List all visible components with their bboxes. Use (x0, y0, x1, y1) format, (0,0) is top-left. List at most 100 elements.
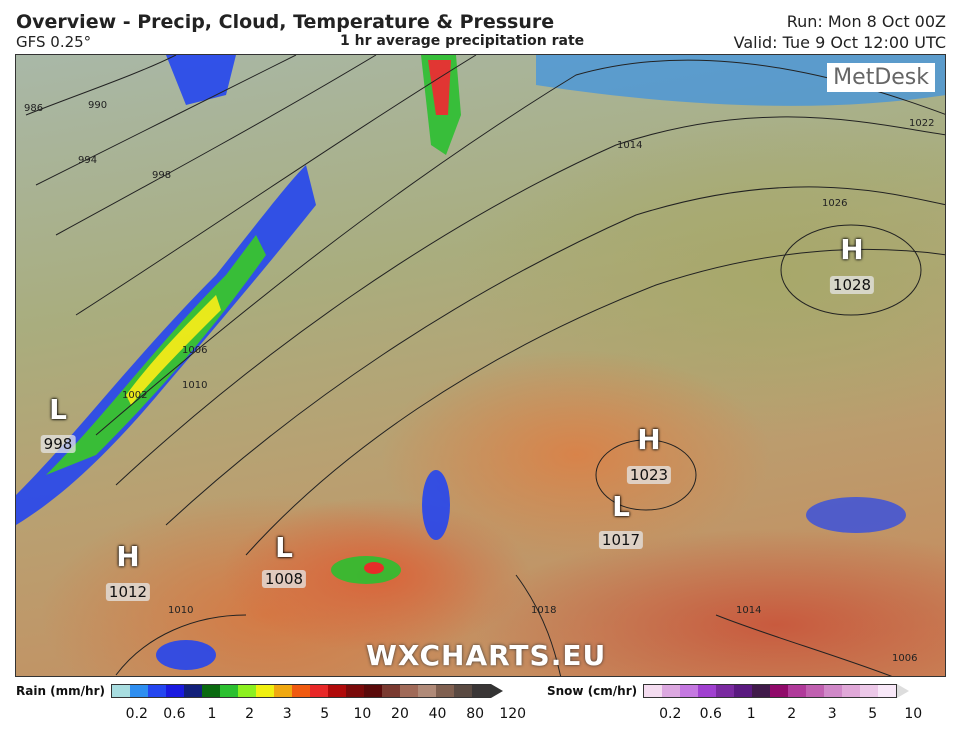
isobars (25, 55, 945, 676)
colorbar-swatch (788, 685, 807, 697)
rain-legend-title: Rain (mm/hr) (16, 684, 105, 698)
colorbar-swatch (382, 685, 400, 697)
snow-legend: Snow (cm/hr) (547, 684, 910, 698)
pressure-center-value: 1028 (829, 276, 875, 294)
snow-ticks: 0.2 0.6 1 2 3 5 10 (650, 706, 934, 722)
colorbar-tick-label: 5 (320, 706, 330, 722)
metdesk-logo: MetDesk (827, 63, 935, 92)
wxcharts-watermark: WXCHARTS.EU (366, 639, 607, 672)
colorbar-tick-label: 2 (787, 706, 797, 722)
colorbar-swatch (112, 685, 130, 697)
colorbar-swatch (418, 685, 436, 697)
snow-colorbar (643, 684, 898, 698)
colorbar-tick-label: 0.6 (699, 706, 722, 722)
isobar-label: 1014 (736, 605, 762, 616)
pressure-center-label: L (49, 393, 67, 426)
pressure-center-value: 998 (40, 435, 76, 453)
colorbar-swatch (274, 685, 292, 697)
isobar-label: 990 (88, 100, 108, 111)
rain-legend: Rain (mm/hr) (16, 684, 503, 698)
colorbar-swatch (400, 685, 418, 697)
pressure-center-value: 1008 (261, 570, 307, 588)
colorbar-tick-label: 0.2 (659, 706, 682, 722)
isobar-label: 1002 (122, 390, 148, 401)
isobar-label: 998 (152, 170, 172, 181)
colorbar-swatch (256, 685, 274, 697)
colorbar-tick-label: 40 (428, 706, 447, 722)
colorbar-swatch (752, 685, 771, 697)
pressure-center-label: H (840, 233, 864, 266)
isobar-label: 1010 (182, 380, 208, 391)
colorbar-tick-label: 80 (466, 706, 485, 722)
colorbar-tick-label: 120 (499, 706, 527, 722)
precip-areas (16, 55, 945, 670)
colorbar-swatch (878, 685, 897, 697)
colorbar-tick-label: 5 (868, 706, 878, 722)
colorbar-swatch (220, 685, 238, 697)
colorbar-tick-label: 20 (391, 706, 409, 722)
rain-colorbar (111, 684, 491, 698)
colorbar-swatch (770, 685, 789, 697)
colorbar-swatch (202, 685, 220, 697)
colorbar-swatch (166, 685, 184, 697)
colorbar-swatch (842, 685, 861, 697)
isobar-label: 1006 (182, 345, 208, 356)
pressure-center-label: H (637, 423, 661, 456)
weather-map: MetDesk WXCHARTS.EU H 1028 L 998 H 1023 … (15, 54, 946, 677)
colorbar-swatch (310, 685, 328, 697)
colorbar-swatch (130, 685, 148, 697)
colorbar-swatch (346, 685, 364, 697)
colorbar-swatch (662, 685, 681, 697)
pressure-center-value: 1017 (598, 531, 644, 549)
isobar-label: 1006 (892, 653, 918, 664)
colorbar-swatch (824, 685, 843, 697)
isobar-label: 1026 (822, 198, 848, 209)
colorbar-swatch (364, 685, 382, 697)
isobar-label: 986 (24, 103, 44, 114)
chart-title: Overview - Precip, Cloud, Temperature & … (16, 11, 555, 33)
snow-legend-title: Snow (cm/hr) (547, 684, 638, 698)
isobar-label: 1022 (909, 118, 935, 129)
colorbar-tick-label: 0.2 (125, 706, 148, 722)
colorbar-tick-label: 10 (353, 706, 372, 722)
pressure-center-label: L (275, 531, 293, 564)
model-label: GFS 0.25° (16, 33, 92, 51)
isobar-label: 994 (78, 155, 98, 166)
colorbar-swatch (292, 685, 310, 697)
colorbar-tick-label: 2 (245, 706, 255, 722)
subtitle: 1 hr average precipitation rate (340, 33, 585, 49)
snow-colorbar-arrow (897, 684, 910, 698)
colorbar-tick-label: 1 (207, 706, 217, 722)
rain-ticks: 0.2 0.6 1 2 3 5 10 20 40 80 120 (118, 706, 532, 722)
pressure-center-value: 1012 (105, 583, 151, 601)
pressure-center-value: 1023 (626, 466, 672, 484)
colorbar-tick-label: 3 (282, 706, 292, 722)
map-overlay (16, 55, 945, 676)
colorbar-tick-label: 10 (904, 706, 923, 722)
colorbar-swatch (716, 685, 735, 697)
pressure-center-label: H (116, 540, 140, 573)
colorbar-swatch (436, 685, 454, 697)
colorbar-swatch (148, 685, 166, 697)
colorbar-tick-label: 0.6 (163, 706, 186, 722)
isobar-label: 1014 (617, 140, 643, 151)
colorbar-swatch (680, 685, 699, 697)
pressure-center-label: L (612, 490, 630, 523)
colorbar-swatch (734, 685, 753, 697)
colorbar-swatch (644, 685, 663, 697)
colorbar-swatch (860, 685, 879, 697)
run-label: Run: Mon 8 Oct 00Z (786, 12, 946, 31)
colorbar-swatch (454, 685, 472, 697)
colorbar-swatch (238, 685, 256, 697)
isobar-label: 1018 (531, 605, 557, 616)
colorbar-swatch (806, 685, 825, 697)
colorbar-swatch (472, 685, 490, 697)
valid-label: Valid: Tue 9 Oct 12:00 UTC (733, 33, 946, 52)
colorbar-swatch (698, 685, 717, 697)
colorbar-tick-label: 1 (746, 706, 756, 722)
isobar-label: 1010 (168, 605, 194, 616)
colorbar-swatch (184, 685, 202, 697)
rain-colorbar-arrow (491, 684, 503, 698)
colorbar-tick-label: 3 (827, 706, 837, 722)
colorbar-swatch (328, 685, 346, 697)
